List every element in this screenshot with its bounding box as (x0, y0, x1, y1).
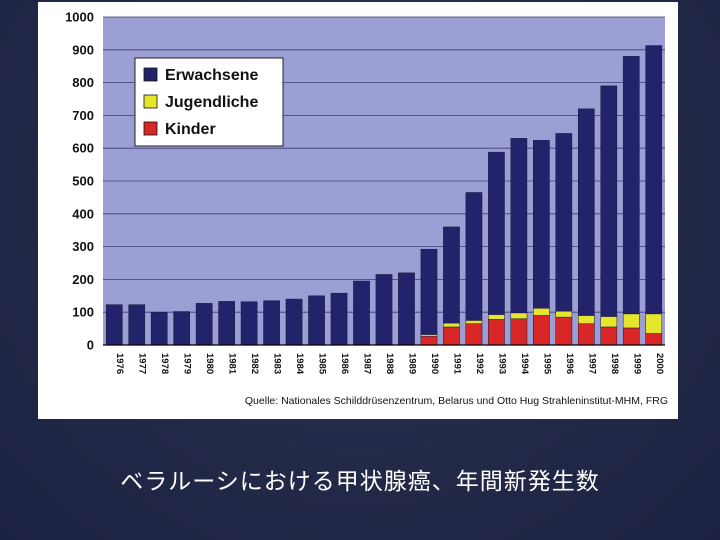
x-tick-label: 1994 (519, 353, 530, 375)
legend-swatch-kinder (143, 121, 158, 136)
source-note: Quelle: Nationales Schilddrüsenzentrum, … (245, 395, 668, 407)
bar-erwachsene-1998 (600, 85, 618, 317)
bar-jugendliche-1992 (465, 320, 483, 324)
bar-erwachsene-1977 (128, 304, 146, 346)
bar-kinder-1992 (465, 323, 483, 346)
bar-kinder-1991 (443, 326, 460, 346)
bar-erwachsene-1979 (173, 311, 191, 346)
y-tick-label: 600 (72, 141, 94, 156)
y-tick-label: 900 (72, 42, 94, 57)
y-tick-label: 100 (72, 305, 94, 320)
x-tick-label: 1987 (362, 353, 373, 374)
x-tick-label: 1979 (182, 353, 193, 374)
y-tick-label: 700 (72, 108, 94, 123)
y-tick-labels: 0 100 200 300 400 500 600 700 800 900 1000 (65, 10, 94, 353)
legend-box (134, 57, 284, 147)
bar-kinder-1993 (488, 319, 505, 346)
legend-label-erwachsene: Erwachsene (165, 67, 258, 84)
bar-jugendliche-1993 (488, 314, 505, 320)
bar-jugendliche-1995 (533, 308, 550, 316)
bar-erwachsene-1993 (488, 151, 505, 315)
legend-swatch-erwachsene (143, 67, 158, 82)
y-tick-label: 800 (72, 75, 94, 90)
x-tick-label: 1985 (317, 353, 328, 375)
bar-erwachsene-1987 (353, 280, 370, 345)
x-tick-label: 2000 (654, 353, 665, 374)
x-tick-label: 1993 (496, 353, 507, 374)
bar-erwachsene-1976 (105, 304, 123, 346)
bar-erwachsene-1978 (150, 311, 168, 346)
x-tick-label: 1980 (204, 353, 215, 374)
bar-jugendliche-1996 (555, 310, 573, 318)
bar-layer (105, 45, 663, 346)
legend-label-kinder: Kinder (165, 121, 216, 138)
x-tick-label: 1981 (227, 353, 238, 375)
bar-erwachsene-1992 (465, 192, 483, 321)
x-tick-label: 1990 (429, 353, 440, 374)
bar-erwachsene-2000 (645, 45, 663, 315)
x-tick-label: 1995 (541, 353, 552, 375)
y-tick-label: 300 (72, 239, 94, 254)
bar-kinder-1996 (555, 316, 573, 346)
y-tick-label: 400 (72, 206, 94, 221)
x-tick-label: 1976 (114, 353, 125, 374)
y-tick-label: 0 (87, 338, 94, 353)
bar-kinder-1990 (420, 335, 438, 346)
x-tick-label: 1977 (137, 353, 148, 374)
bar-erwachsene-1983 (263, 300, 280, 346)
y-tick-label: 200 (72, 272, 94, 287)
slide-caption: ベラルーシにおける甲状腺癌、年間新発生数 (120, 469, 600, 495)
bar-erwachsene-1997 (577, 108, 595, 316)
y-tick-label: 1000 (65, 10, 94, 25)
x-tick-label: 1984 (294, 353, 305, 375)
bar-erwachsene-1986 (330, 292, 348, 346)
legend: Erwachsene Jugendliche Kinder (134, 57, 284, 147)
bar-erwachsene-1985 (308, 295, 325, 346)
x-tick-label: 1997 (586, 353, 597, 374)
x-tick-label: 1991 (451, 353, 462, 375)
x-tick-labels: 1976 1977 1978 1979 1980 1981 1982 1983 1984 1985… (114, 353, 665, 375)
x-tick-label: 1978 (159, 353, 170, 374)
bar-erwachsene-1995 (533, 140, 550, 309)
bar-kinder-1997 (577, 323, 595, 346)
bar-erwachsene-1991 (443, 226, 460, 324)
bar-jugendliche-1994 (510, 312, 528, 320)
bar-kinder-1999 (622, 327, 640, 346)
bar-kinder-1994 (510, 318, 528, 346)
bar-kinder-1998 (600, 326, 618, 346)
bar-erwachsene-1981 (218, 301, 235, 346)
x-tick-label: 1989 (406, 353, 417, 374)
x-tick-label: 1999 (631, 353, 642, 374)
bar-jugendliche-1997 (577, 315, 595, 324)
bar-jugendliche-1998 (600, 316, 618, 328)
bar-erwachsene-1994 (510, 138, 528, 314)
bar-erwachsene-1999 (622, 56, 640, 315)
x-tick-label: 1988 (384, 353, 395, 374)
x-tick-label: 1983 (272, 353, 283, 374)
bar-erwachsene-1980 (195, 303, 213, 346)
bar-jugendliche-2000 (645, 313, 663, 334)
x-tick-label: 1996 (564, 353, 575, 374)
x-tick-label: 1992 (474, 353, 485, 374)
x-tick-label: 1998 (609, 353, 620, 374)
y-tick-label: 500 (72, 174, 94, 189)
bar-kinder-1995 (533, 315, 550, 346)
legend-label-jugendliche: Jugendliche (165, 94, 258, 111)
bar-erwachsene-1989 (398, 272, 415, 345)
x-tick-label: 1982 (249, 353, 260, 374)
bar-erwachsene-1990 (420, 248, 438, 335)
bar-erwachsene-1984 (285, 298, 303, 346)
bar-erwachsene-1982 (240, 301, 258, 346)
x-tick-label: 1986 (339, 353, 350, 374)
chart-figure: 0 100 200 300 400 500 600 700 800 900 1000 1976 197… (38, 2, 678, 419)
bar-jugendliche-1991 (443, 322, 460, 328)
bar-jugendliche-1999 (622, 313, 640, 329)
bar-kinder-2000 (645, 333, 663, 346)
bar-erwachsene-1988 (375, 274, 393, 345)
legend-swatch-jugendliche (143, 94, 158, 109)
bar-erwachsene-1996 (555, 133, 573, 312)
